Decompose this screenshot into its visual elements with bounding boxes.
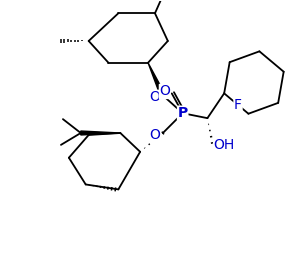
Text: F: F — [234, 98, 242, 112]
Text: P: P — [178, 106, 188, 120]
Text: O: O — [150, 90, 161, 104]
Text: OH: OH — [214, 138, 235, 152]
Text: O: O — [150, 128, 161, 142]
Polygon shape — [81, 131, 120, 135]
Text: O: O — [159, 85, 170, 98]
Polygon shape — [148, 63, 165, 96]
